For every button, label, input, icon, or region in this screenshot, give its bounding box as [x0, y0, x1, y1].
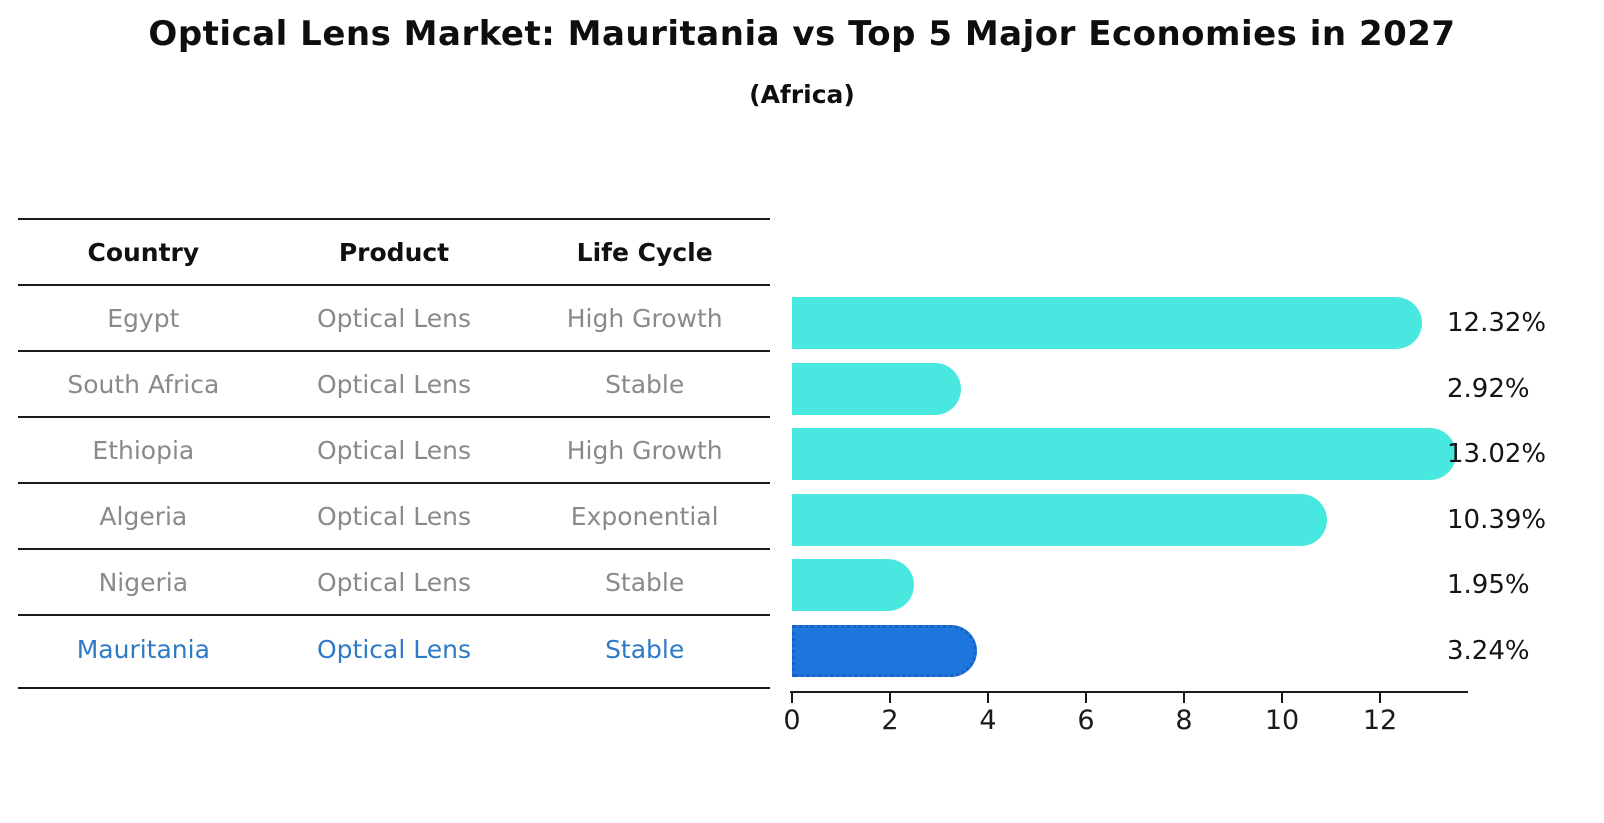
table-row: Ethiopia Optical Lens High Growth	[18, 418, 770, 484]
x-axis-tick	[889, 693, 891, 703]
cell-life-cycle: Stable	[605, 369, 685, 399]
bar-egypt	[792, 297, 1422, 349]
column-header-country: Country	[87, 237, 200, 267]
x-axis-line	[790, 691, 1468, 693]
value-label: 1.95%	[1447, 570, 1530, 601]
page-title: Optical Lens Market: Mauritania vs Top 5…	[148, 14, 1456, 54]
cell-product: Optical Lens	[316, 369, 471, 399]
table-row: Algeria Optical Lens Exponential	[18, 484, 770, 550]
x-axis-tick-label: 10	[1264, 705, 1300, 736]
cell-life-cycle: Stable	[605, 567, 685, 597]
cell-country: Ethiopia	[92, 435, 195, 465]
x-axis-tick-label: 8	[1175, 705, 1193, 736]
cell-product: Optical Lens	[316, 303, 471, 333]
cell-product: Optical Lens	[316, 435, 471, 465]
cell-product: Optical Lens	[316, 567, 471, 597]
bar-mauritania	[792, 625, 977, 677]
cell-product: Optical Lens	[316, 634, 471, 664]
table-row: Nigeria Optical Lens Stable	[18, 550, 770, 616]
cell-country: Algeria	[99, 501, 188, 531]
table-row: Egypt Optical Lens High Growth	[18, 286, 770, 352]
value-label: 13.02%	[1447, 439, 1547, 470]
table-body: Egypt Optical Lens High Growth South Africa…	[18, 286, 770, 682]
x-axis-tick-label: 12	[1362, 705, 1398, 736]
cell-life-cycle: High Growth	[566, 435, 723, 465]
column-header-life-cycle: Life Cycle	[576, 237, 713, 267]
country-table: Country Product Life Cycle Egypt Optical …	[18, 218, 770, 689]
value-label: 12.32%	[1447, 308, 1547, 338]
table-header-row: Country Product Life Cycle	[18, 220, 770, 286]
x-axis-tick-label: 4	[979, 705, 997, 736]
bar-ethiopia	[792, 428, 1456, 481]
cell-life-cycle: Stable	[605, 634, 685, 664]
value-label: 10.39%	[1447, 504, 1547, 535]
bar-nigeria	[792, 559, 914, 612]
bar-algeria	[792, 493, 1327, 546]
x-axis-tick	[1183, 693, 1185, 703]
value-label: 2.92%	[1447, 373, 1530, 404]
x-axis-tick-label: 2	[881, 705, 899, 736]
x-axis-tick	[1085, 693, 1087, 703]
cell-product: Optical Lens	[316, 501, 471, 531]
value-label: 3.24%	[1447, 636, 1530, 666]
x-axis-tick	[791, 693, 793, 703]
cell-country: Mauritania	[76, 634, 210, 664]
x-axis-tick-label: 6	[1077, 705, 1095, 736]
cell-country: Nigeria	[98, 567, 189, 597]
table-row: Mauritania Optical Lens Stable	[18, 616, 770, 682]
cell-country: Egypt	[107, 303, 180, 333]
cell-life-cycle: High Growth	[566, 303, 723, 333]
cell-life-cycle: Exponential	[570, 501, 719, 531]
x-axis-tick-label: 0	[783, 705, 801, 736]
x-axis-tick	[987, 693, 989, 703]
cell-country: South Africa	[67, 369, 220, 399]
x-axis-tick	[1379, 693, 1381, 703]
column-header-product: Product	[338, 237, 450, 267]
x-axis-tick	[1281, 693, 1283, 703]
bar-south-africa	[792, 362, 961, 415]
table-row: South Africa Optical Lens Stable	[18, 352, 770, 418]
page-subtitle: (Africa)	[749, 80, 855, 109]
